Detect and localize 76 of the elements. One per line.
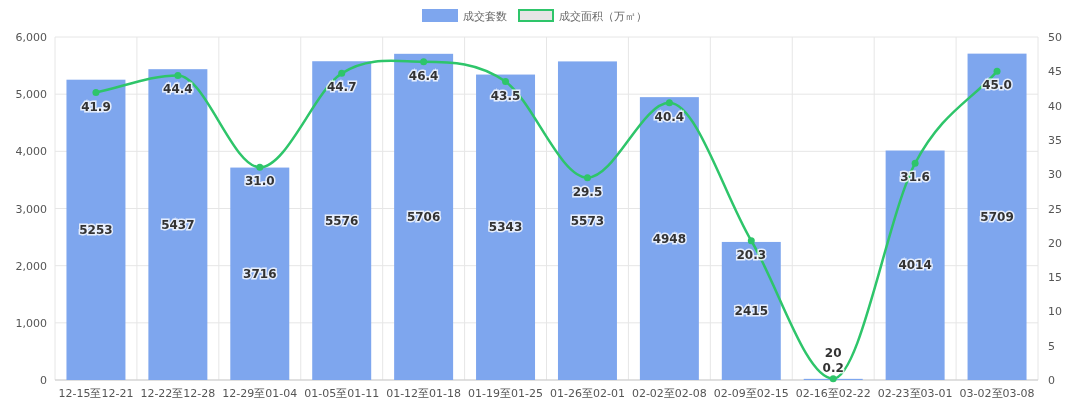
data-label: 5253 <box>79 222 113 237</box>
point <box>583 174 591 182</box>
point <box>92 89 100 97</box>
point <box>502 78 510 86</box>
data-label: 4014 <box>898 258 932 273</box>
bar <box>967 53 1027 380</box>
y-tick-label: 3,000 <box>15 202 47 216</box>
bar <box>66 79 126 380</box>
data-label: 5576 <box>325 213 359 228</box>
data-label: 29.5 <box>572 184 603 199</box>
data-label: 5573 <box>570 213 605 228</box>
legend-label: 成交面积（万㎡） <box>559 10 647 23</box>
data-label: 3716 <box>243 266 277 281</box>
point <box>747 237 755 245</box>
bar <box>312 61 372 380</box>
x-tick-label: 01-12至01-18 <box>386 387 462 400</box>
y-tick-label: 6,000 <box>15 31 47 44</box>
y-tick-label: 0 <box>40 374 47 387</box>
y-tick-label: 4,000 <box>15 145 47 159</box>
y2-tick-label: 45 <box>1048 65 1062 79</box>
y-tick-label: 5,000 <box>15 88 47 102</box>
x-tick-label: 02-16至02-22 <box>795 387 871 400</box>
x-tick-label: 03-02至03-08 <box>959 387 1035 400</box>
point <box>174 71 182 79</box>
data-label: 31.0 <box>244 174 275 189</box>
data-label: 20 <box>824 345 842 360</box>
x-tick-label: 12-15至12-21 <box>58 387 134 400</box>
point <box>993 67 1001 75</box>
y2-tick-label: 40 <box>1048 99 1062 113</box>
x-tick-label: 02-09至02-15 <box>713 387 789 400</box>
point <box>338 69 346 77</box>
data-label: 44.4 <box>163 82 193 97</box>
point <box>911 159 919 167</box>
y-tick-label: 2,000 <box>15 259 47 273</box>
x-tick-label: 02-02至02-08 <box>631 387 707 400</box>
data-label: 4948 <box>652 231 687 246</box>
x-tick-label: 02-23至03-01 <box>877 387 953 400</box>
bar <box>230 167 290 380</box>
bar <box>148 69 208 380</box>
data-label: 45.0 <box>982 78 1012 93</box>
x-tick-label: 12-22至12-28 <box>140 387 216 400</box>
y2-tick-label: 25 <box>1048 202 1062 216</box>
data-label: 40.4 <box>654 109 685 124</box>
data-label: 41.9 <box>81 99 111 114</box>
legend-label: 成交套数 <box>463 10 507 23</box>
y-tick-label: 1,000 <box>15 316 47 330</box>
y2-tick-label: 10 <box>1048 305 1062 319</box>
x-tick-label: 01-19至01-25 <box>468 387 544 400</box>
data-label: 46.4 <box>408 68 439 83</box>
x-tick-label: 01-05至01-11 <box>304 387 380 400</box>
y2-tick-label: 35 <box>1048 133 1062 147</box>
point <box>420 58 428 66</box>
data-label: 0.2 <box>822 360 844 375</box>
y2-tick-label: 15 <box>1048 271 1062 285</box>
bar <box>394 53 454 380</box>
y2-tick-label: 0 <box>1048 374 1055 387</box>
bar <box>639 97 699 380</box>
point <box>256 163 264 171</box>
bar <box>885 150 945 380</box>
y2-tick-label: 20 <box>1048 236 1062 250</box>
y2-tick-label: 5 <box>1048 339 1055 353</box>
data-label: 5343 <box>488 220 523 235</box>
point <box>665 99 673 107</box>
data-label: 5709 <box>980 209 1014 224</box>
x-tick-label: 01-26至02-01 <box>549 387 625 400</box>
data-label: 5437 <box>161 217 195 232</box>
bar <box>557 61 617 380</box>
x-tick-label: 12-29至01-04 <box>222 387 298 400</box>
y2-tick-label: 30 <box>1048 168 1062 182</box>
data-label: 44.7 <box>326 80 357 95</box>
bar <box>476 74 536 380</box>
point <box>829 375 837 383</box>
data-label: 5706 <box>406 209 441 224</box>
y2-tick-label: 50 <box>1048 31 1062 44</box>
data-label: 2415 <box>734 303 768 318</box>
data-label: 43.5 <box>490 88 521 103</box>
